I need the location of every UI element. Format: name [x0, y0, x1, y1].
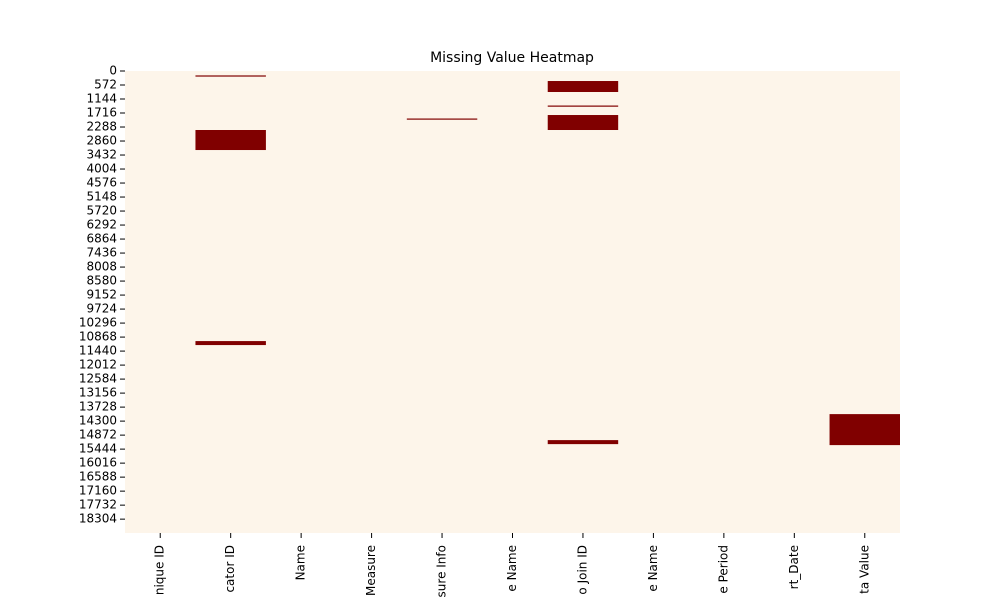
y-tick-label: 16588: [79, 470, 117, 484]
x-tick-label: nique ID: [153, 545, 167, 595]
x-tick-label: ta Value: [857, 545, 871, 594]
y-tick-label: 2288: [86, 120, 117, 134]
y-tick-label: 15444: [79, 442, 117, 456]
missing-cell: [547, 115, 619, 131]
y-tick-label: 17160: [79, 484, 117, 498]
missing-cell: [195, 341, 266, 346]
y-tick-label: 6864: [86, 232, 117, 246]
missing-cell: [547, 81, 619, 93]
y-tick-label: 17732: [79, 498, 117, 512]
missing-cell: [547, 105, 619, 107]
missing-cell: [829, 414, 900, 446]
y-tick-label: 2860: [86, 134, 117, 148]
missing-cell: [406, 118, 478, 120]
y-tick-label: 9724: [86, 302, 117, 316]
y-tick-label: 16016: [79, 456, 117, 470]
y-tick-label: 6292: [86, 218, 117, 232]
y-tick-label: 4576: [86, 176, 117, 190]
y-tick-label: 14872: [79, 428, 117, 442]
y-tick-label: 14300: [79, 414, 117, 428]
y-tick-label: 12584: [79, 372, 117, 386]
y-tick-label: 5148: [86, 190, 117, 204]
missing-cell: [195, 75, 266, 77]
y-tick-label: 18304: [79, 512, 117, 526]
x-tick-label: rt_Date: [787, 545, 801, 589]
missing-cell: [547, 440, 619, 445]
chart-title: Missing Value Heatmap: [430, 50, 594, 66]
y-tick-label: 1144: [86, 92, 117, 106]
y-tick-label: 12012: [79, 358, 117, 372]
y-tick-label: 572: [94, 78, 117, 92]
x-tick-label: o Join ID: [575, 545, 589, 595]
y-tick-label: 10868: [79, 330, 117, 344]
y-tick-label: 13728: [79, 400, 117, 414]
y-tick-label: 10296: [79, 316, 117, 330]
y-tick-label: 11440: [79, 344, 117, 358]
y-tick-label: 5720: [86, 204, 117, 218]
x-tick-label: sure Info: [435, 545, 449, 597]
y-tick-label: 8580: [86, 274, 117, 288]
y-tick-label: 0: [109, 64, 117, 78]
y-tick-label: 8008: [86, 260, 117, 274]
x-tick-label: Name: [294, 545, 308, 580]
x-tick-label: e Name: [646, 545, 660, 592]
x-tick-label: cator ID: [223, 545, 237, 593]
y-tick-label: 4004: [86, 162, 117, 176]
x-tick-label: Measure: [364, 545, 378, 596]
missing-cell: [195, 130, 266, 151]
y-tick-label: 1716: [86, 106, 117, 120]
y-tick-label: 7436: [86, 246, 117, 260]
y-tick-label: 13156: [79, 386, 117, 400]
x-tick-label: e Period: [716, 545, 730, 594]
y-tick-label: 3432: [86, 148, 117, 162]
y-tick-label: 9152: [86, 288, 117, 302]
x-tick-label: e Name: [505, 545, 519, 592]
